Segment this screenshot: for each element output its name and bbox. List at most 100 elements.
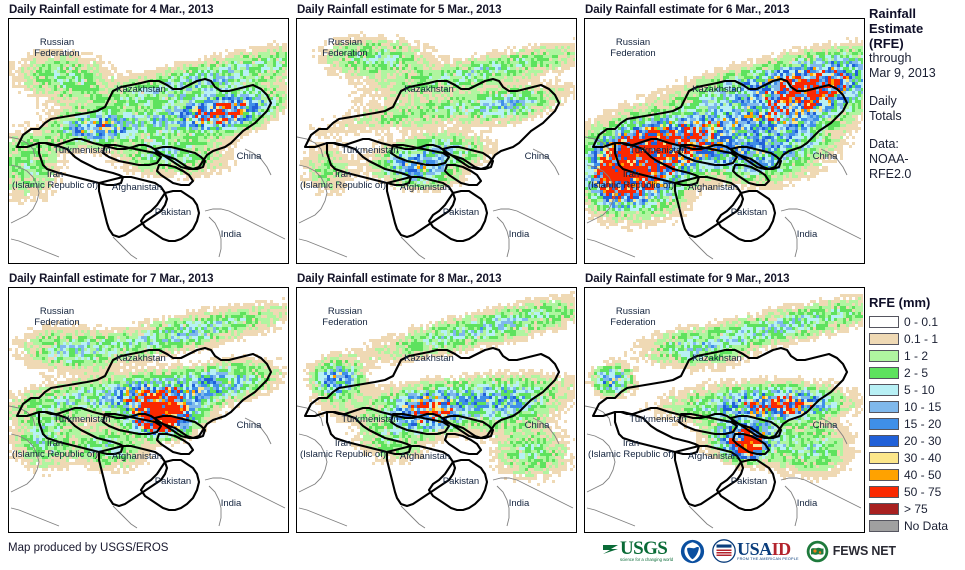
legend-label: 50 - 75: [904, 484, 942, 499]
spacer: [869, 81, 965, 94]
legend-label: 2 - 5: [904, 365, 929, 380]
legend-swatch: [869, 383, 899, 396]
country-borders: [303, 346, 561, 512]
legend-swatch: [869, 332, 899, 345]
svg-text:(Islamic Republic of): (Islamic Republic of): [12, 180, 98, 191]
legend-rows: 0 - 0.1 0.1 - 1 1 - 2 2 - 5 5 - 10 10 - 15 15 …: [869, 313, 965, 534]
sidebar-totals-line2: Totals: [869, 109, 902, 123]
legend-item: No Data: [869, 517, 965, 534]
sidebar-title-line1: Rainfall: [869, 6, 916, 21]
legend-swatch: [869, 366, 899, 379]
fews-globe-icon: [806, 540, 829, 562]
legend-label: > 75: [904, 501, 928, 516]
legend-item: 20 - 30: [869, 432, 965, 449]
sidebar-data-label: Data:: [869, 137, 899, 151]
legend-swatch: [869, 451, 899, 464]
sidebar-through-label: through: [869, 51, 912, 65]
legend-swatch: [869, 502, 899, 515]
legend-label: 0 - 0.1: [904, 314, 939, 329]
panel-title: Daily Rainfall estimate for 9 Mar., 2013: [585, 273, 790, 285]
map-frame[interactable]: Russian Federation Kazakhstan Turkmenistan I…: [584, 18, 865, 264]
legend-item: 5 - 10: [869, 381, 965, 398]
svg-text:Afghanistan: Afghanistan: [112, 182, 162, 193]
panel-day-5: Daily Rainfall estimate for 8 Mar., 2013…: [296, 273, 577, 533]
legend-item: 40 - 50: [869, 466, 965, 483]
map-frame[interactable]: Russian Federation Kazakhstan Turkmenistan I…: [8, 18, 289, 264]
legend-title: RFE (mm): [869, 295, 931, 310]
legend-swatch: [869, 434, 899, 447]
legend-swatch: [869, 349, 899, 362]
legend-label: 10 - 15: [904, 399, 942, 414]
svg-text:Turkmenistan: Turkmenistan: [53, 145, 110, 156]
map-frame[interactable]: Russian Federation Kazakhstan Turkmenistan I…: [8, 287, 289, 533]
rainfall-map-svg: RussianFederationKazakhstanTurkmenistanI…: [9, 288, 287, 531]
noaa-seal-icon: [680, 539, 705, 563]
fews-net-logo[interactable]: FEWS NET: [806, 538, 896, 564]
country-borders: [591, 346, 849, 512]
legend-item: 1 - 2: [869, 347, 965, 364]
coastlines: [297, 405, 574, 529]
rainfall-raster: [9, 40, 287, 205]
panel-title: Daily Rainfall estimate for 7 Mar., 2013: [9, 273, 214, 285]
panel-day-3: Daily Rainfall estimate for 6 Mar., 2013…: [584, 4, 865, 264]
panel-title: Daily Rainfall estimate for 4 Mar., 2013: [9, 4, 214, 16]
sidebar: Rainfall Estimate (RFE) through Mar 9, 2…: [869, 6, 965, 182]
country-labels: RussianFederationKazakhstanTurkmenistanI…: [588, 306, 838, 509]
panel-title: Daily Rainfall estimate for 5 Mar., 2013: [297, 4, 502, 16]
map-frame[interactable]: Russian Federation Kazakhstan Turkmenistan I…: [296, 287, 577, 533]
noaa-logo[interactable]: [680, 538, 705, 564]
usgs-label: USGS: [620, 538, 668, 559]
country-labels: RussianFederationKazakhstanTurkmenistanI…: [300, 306, 550, 509]
legend-item: > 75: [869, 500, 965, 517]
panel-day-1: Daily Rainfall estimate for 4 Mar., 2013…: [8, 4, 289, 264]
legend-swatch: [869, 468, 899, 481]
country-borders: [15, 346, 273, 512]
legend-label: 40 - 50: [904, 467, 942, 482]
rainfall-map-svg: RussianFederationKazakhstanTurkmenistanI…: [585, 19, 863, 262]
country-borders: [303, 77, 561, 243]
map-frame[interactable]: Russian Federation Kazakhstan Turkmenistan I…: [296, 18, 577, 264]
usgs-logo[interactable]: USGS science for a changing world: [602, 538, 673, 564]
country-borders: [15, 77, 273, 243]
legend-swatch: [869, 485, 899, 498]
svg-text:China: China: [237, 151, 263, 162]
usaid-logo[interactable]: USAID FROM THE AMERICAN PEOPLE: [712, 538, 799, 564]
sidebar-title-line3: (RFE): [869, 36, 904, 51]
legend-label: 15 - 20: [904, 416, 942, 431]
map-frame[interactable]: Russian Federation Kazakhstan Turkmenistan I…: [584, 287, 865, 533]
svg-text:Russian: Russian: [40, 37, 74, 48]
map-credit: Map produced by USGS/EROS: [8, 542, 169, 554]
usaid-label: USAID: [737, 538, 791, 559]
legend-item: 2 - 5: [869, 364, 965, 381]
rainfall-map-svg: RussianFederationKazakhstanTurkmenistanI…: [9, 19, 287, 262]
usgs-tagline: science for a changing world: [620, 557, 674, 562]
country-borders: [591, 77, 849, 243]
legend-label: 0.1 - 1: [904, 331, 939, 346]
country-labels: RussianFederationKazakhstanTurkmenistanI…: [12, 306, 262, 509]
svg-text:Iran: Iran: [47, 169, 63, 180]
logo-strip: USGS science for a changing world USAID …: [602, 538, 896, 564]
legend-label: 20 - 30: [904, 433, 942, 448]
legend-item: 0.1 - 1: [869, 330, 965, 347]
legend-swatch: [869, 315, 899, 328]
country-labels: RussianFederationKazakhstanTurkmenistanI…: [588, 37, 838, 240]
legend-item: 10 - 15: [869, 398, 965, 415]
sidebar-through-date: Mar 9, 2013: [869, 66, 936, 80]
usaid-tagline: FROM THE AMERICAN PEOPLE: [737, 556, 799, 561]
coastlines: [297, 136, 574, 260]
sidebar-totals-line1: Daily: [869, 94, 897, 108]
legend-item: 15 - 20: [869, 415, 965, 432]
coastlines: [9, 405, 286, 529]
panel-day-4: Daily Rainfall estimate for 7 Mar., 2013…: [8, 273, 289, 533]
sidebar-data-line2: RFE2.0: [869, 167, 912, 181]
rainfall-map-svg: RussianFederationKazakhstanTurkmenistanI…: [297, 288, 575, 531]
legend-label: 30 - 40: [904, 450, 942, 465]
sidebar-data-line1: NOAA-: [869, 152, 909, 166]
legend-swatch: [869, 417, 899, 430]
legend-item: 30 - 40: [869, 449, 965, 466]
rainfall-map-svg: RussianFederationKazakhstanTurkmenistanI…: [297, 19, 575, 262]
svg-text:India: India: [221, 229, 242, 240]
legend-item: 0 - 0.1: [869, 313, 965, 330]
spacer: [869, 124, 965, 137]
coastlines: [585, 136, 862, 260]
